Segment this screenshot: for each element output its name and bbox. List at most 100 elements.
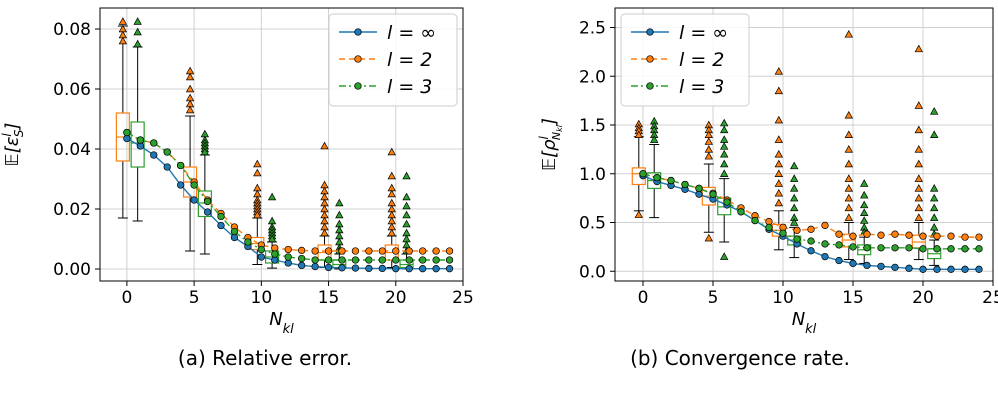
data-point xyxy=(793,235,801,243)
data-point xyxy=(311,256,319,264)
caption-relative-error: (a) Relative error. xyxy=(177,346,353,370)
data-point xyxy=(244,238,252,246)
data-point xyxy=(639,170,647,178)
boxplot-flier xyxy=(844,110,853,119)
boxplot-flier xyxy=(914,203,923,212)
boxplot-flier xyxy=(267,192,277,201)
data-point xyxy=(338,247,346,255)
legend-marker xyxy=(354,55,362,63)
data-point xyxy=(947,265,955,273)
panel-convergence-rate: 0 5 10 15 20 25 0.0 0.5 1.0 1.5 2.0 2.5 Nkl 𝔼[ρlNkl] l… xyxy=(537,7,998,337)
boxplot-flier xyxy=(118,36,128,45)
data-point xyxy=(163,163,171,171)
data-point xyxy=(835,256,843,265)
y-tick-label: 2.0 xyxy=(579,67,606,87)
data-point xyxy=(807,247,815,255)
y-tick-label: 0.0 xyxy=(579,262,606,282)
boxplot-flier xyxy=(320,141,329,150)
axes-frame xyxy=(99,7,464,282)
data-point xyxy=(284,245,292,254)
data-point xyxy=(849,243,857,251)
x-tick-label: 25 xyxy=(982,288,998,308)
data-point xyxy=(284,259,292,267)
data-point xyxy=(891,263,899,272)
boxplot-flier xyxy=(320,228,329,237)
boxplot-flier xyxy=(790,203,799,212)
data-point xyxy=(378,264,386,273)
boxplot xyxy=(911,44,926,261)
boxplot-flier xyxy=(387,189,396,198)
boxplot-flier xyxy=(790,184,799,192)
data-point xyxy=(230,227,239,236)
data-point xyxy=(203,197,212,206)
data-point xyxy=(835,241,843,249)
boxplot-flier xyxy=(720,159,729,168)
legend-label: l = ∞ xyxy=(387,22,436,44)
boxplot-flier xyxy=(720,118,729,127)
boxplot-flier xyxy=(704,151,713,160)
legend-frame xyxy=(620,13,750,107)
x-tick-label: 5 xyxy=(189,288,200,308)
boxplot-flier xyxy=(914,145,923,153)
data-point xyxy=(405,256,413,264)
data-point xyxy=(793,226,801,234)
boxplot-flier xyxy=(720,149,729,158)
y-axis-label-text: 𝔼[ρlNkl] xyxy=(537,118,564,171)
boxplot-flier xyxy=(790,174,799,182)
data-point xyxy=(419,256,427,264)
boxplot-flier xyxy=(930,184,939,192)
data-point xyxy=(863,244,871,252)
boxplot xyxy=(115,17,130,219)
boxplot-flier xyxy=(185,72,195,81)
data-point xyxy=(765,223,773,232)
data-point xyxy=(877,244,885,252)
data-point xyxy=(667,176,675,185)
boxplot-flier xyxy=(253,168,262,177)
data-point xyxy=(123,134,131,143)
x-axis-label: Nkl xyxy=(792,309,817,337)
data-point xyxy=(751,216,759,225)
data-point xyxy=(445,256,454,264)
boxplot xyxy=(927,107,942,266)
boxplot-flier xyxy=(930,193,939,202)
data-point xyxy=(863,261,871,270)
data-point xyxy=(190,181,198,189)
boxplot-flier xyxy=(860,216,869,224)
boxplot-flier xyxy=(634,210,643,218)
boxplot-flier xyxy=(720,142,729,150)
legend: l = ∞ l = 2 l = 3 xyxy=(620,13,750,107)
data-point xyxy=(933,265,941,273)
boxplot-flier xyxy=(387,147,396,156)
legend-marker xyxy=(354,28,362,36)
boxplot-flier xyxy=(844,203,853,212)
boxplot xyxy=(197,129,212,255)
data-point xyxy=(324,256,333,264)
data-point xyxy=(681,180,689,189)
data-point xyxy=(190,196,198,204)
data-point xyxy=(905,264,913,272)
y-axis-label-text: 𝔼[εlS] xyxy=(0,123,26,167)
caption-convergence-rate: (b) Convergence rate. xyxy=(630,346,850,370)
data-point xyxy=(257,253,265,261)
boxplot-flier xyxy=(200,147,210,156)
data-point xyxy=(365,247,373,255)
data-point xyxy=(217,212,225,221)
legend-label: l = 3 xyxy=(679,76,724,98)
boxplot-flier xyxy=(402,171,411,180)
boxplot-flier xyxy=(914,193,923,202)
data-point xyxy=(230,233,239,242)
y-axis-label: 𝔼[εlS] xyxy=(0,123,26,167)
data-point xyxy=(445,247,454,255)
legend: l = ∞ l = 2 l = 3 xyxy=(328,13,458,107)
boxplot xyxy=(717,118,732,260)
boxplot xyxy=(317,141,332,268)
boxplot xyxy=(384,147,399,268)
boxplot-flier xyxy=(118,17,128,25)
boxplot-flier xyxy=(335,198,344,207)
x-tick-label: 15 xyxy=(842,288,864,308)
data-point xyxy=(961,245,969,253)
data-point xyxy=(432,265,440,273)
legend-marker xyxy=(646,82,654,90)
data-point xyxy=(723,198,731,206)
boxplot xyxy=(701,120,716,242)
